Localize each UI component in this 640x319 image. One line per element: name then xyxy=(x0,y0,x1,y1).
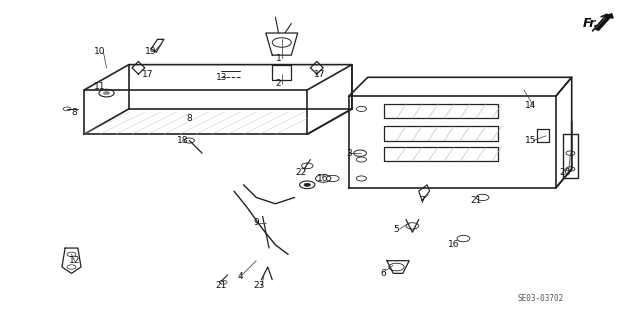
Text: 16: 16 xyxy=(317,174,329,183)
Text: 15: 15 xyxy=(525,136,536,145)
Text: 18: 18 xyxy=(177,136,189,145)
Circle shape xyxy=(304,183,310,186)
Text: 16: 16 xyxy=(448,241,460,249)
Text: 23: 23 xyxy=(254,281,265,291)
Circle shape xyxy=(103,92,109,95)
Text: 22: 22 xyxy=(295,168,307,177)
Text: 12: 12 xyxy=(69,256,81,265)
Text: 10: 10 xyxy=(95,48,106,56)
Text: 21: 21 xyxy=(216,281,227,291)
Text: 17: 17 xyxy=(314,70,326,78)
Text: 21: 21 xyxy=(470,196,482,205)
Text: 4: 4 xyxy=(237,272,243,281)
Text: 17: 17 xyxy=(142,70,154,78)
FancyArrow shape xyxy=(596,14,613,30)
Text: 11: 11 xyxy=(95,82,106,91)
Text: 8: 8 xyxy=(186,114,192,123)
Text: 5: 5 xyxy=(394,225,399,234)
Text: Fr.: Fr. xyxy=(582,17,599,30)
Text: SE03-03702: SE03-03702 xyxy=(518,294,564,303)
Text: 13: 13 xyxy=(216,73,227,82)
Text: 2: 2 xyxy=(276,79,282,88)
Text: 8: 8 xyxy=(72,108,77,116)
Text: 1: 1 xyxy=(276,54,282,63)
Text: 3: 3 xyxy=(346,149,351,158)
Text: 20: 20 xyxy=(559,168,571,177)
Text: 9: 9 xyxy=(253,218,259,227)
Text: 19: 19 xyxy=(145,48,157,56)
Text: 14: 14 xyxy=(525,101,536,110)
Text: 7: 7 xyxy=(419,196,425,205)
Text: 6: 6 xyxy=(381,269,387,278)
